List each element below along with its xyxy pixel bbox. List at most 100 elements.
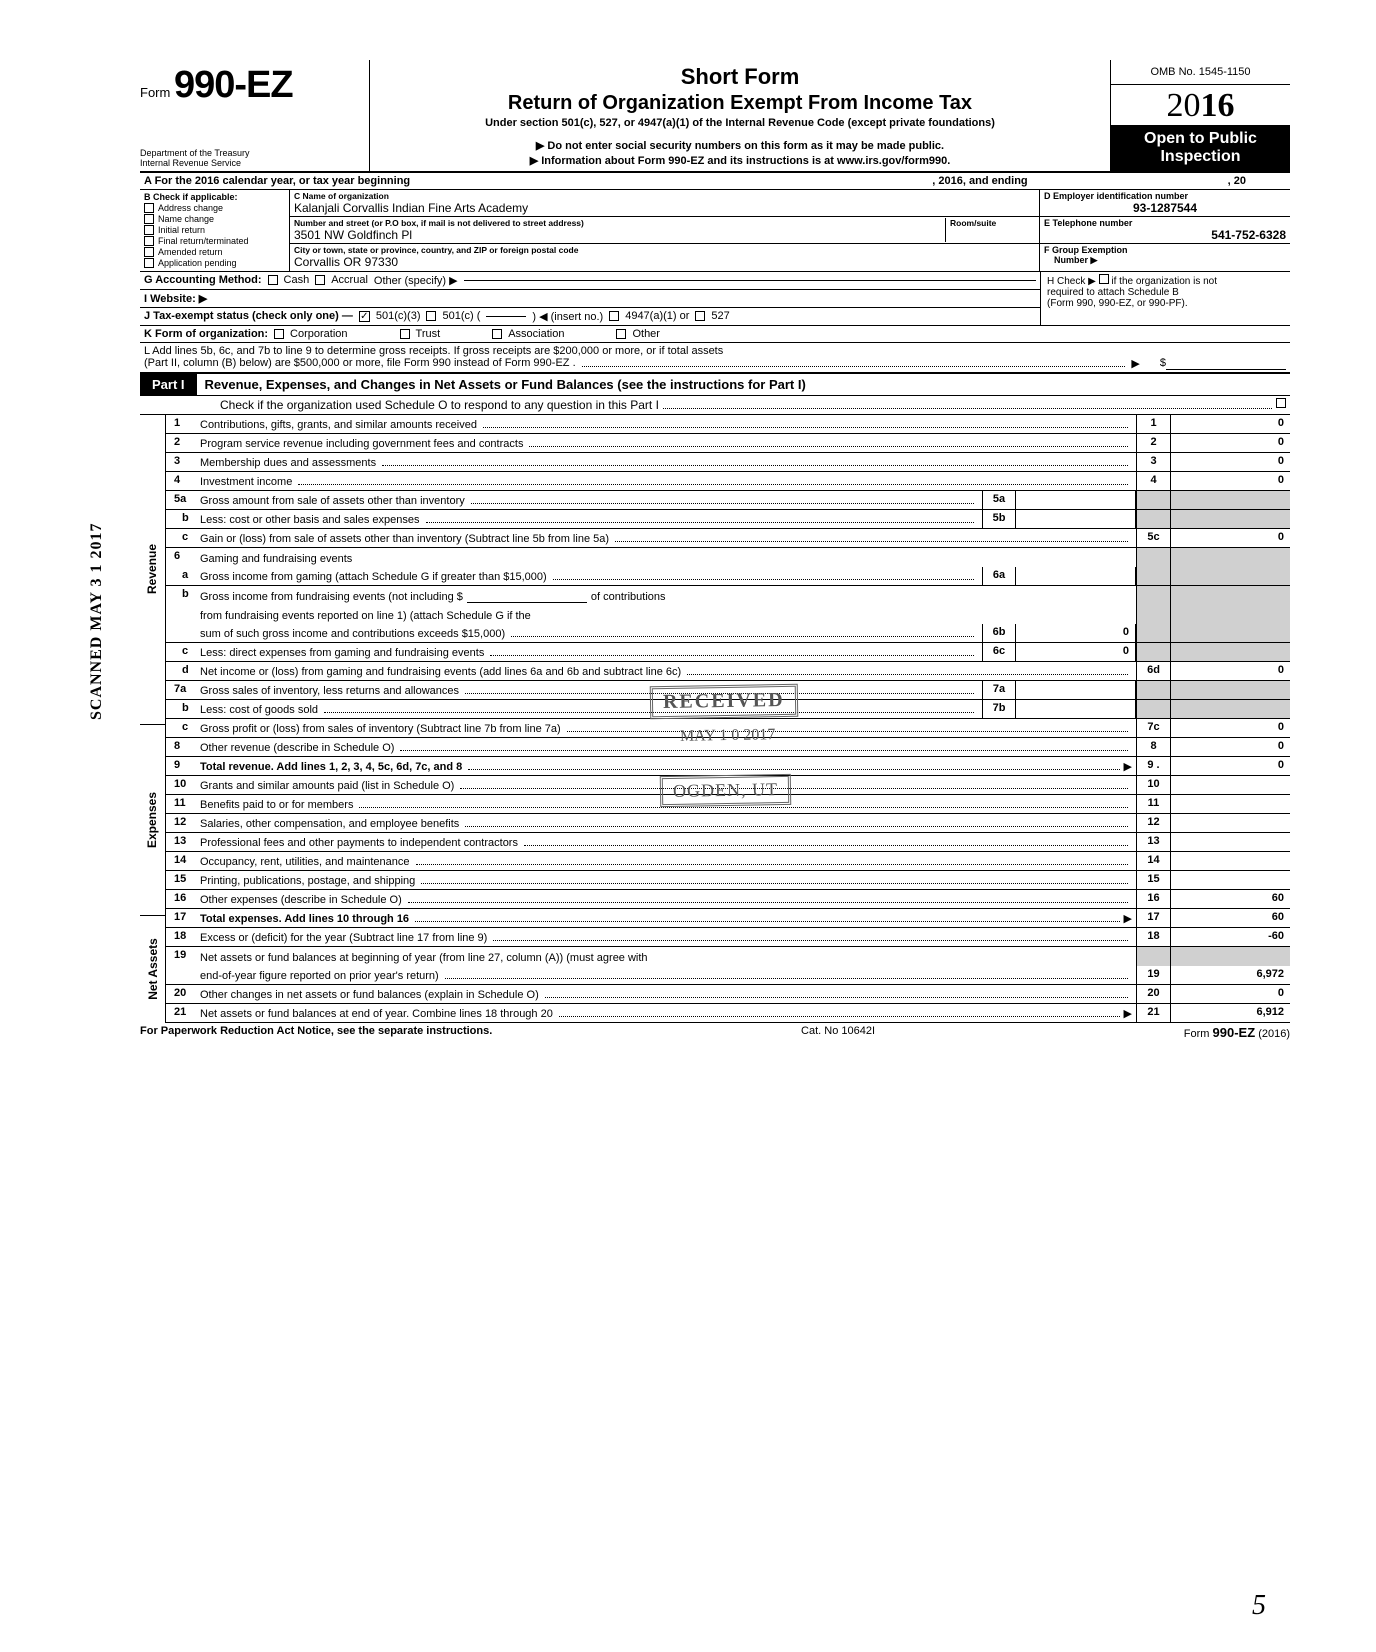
col-b: B Check if applicable: Address change Na… [140, 190, 290, 271]
grid-bcdef: B Check if applicable: Address change Na… [140, 190, 1290, 272]
e-label: E Telephone number [1044, 218, 1286, 228]
chk-association[interactable] [492, 329, 502, 339]
line-7a: 7aGross sales of inventory, less returns… [166, 681, 1290, 700]
chk-501c3[interactable]: ✓ [359, 311, 370, 322]
page-number: 5 [1252, 1590, 1266, 1622]
chk-schedule-o[interactable] [1276, 398, 1286, 408]
line-6: 6Gaming and fundraising events [166, 548, 1290, 567]
telephone: 541-752-6328 [1044, 228, 1286, 242]
l-line1: L Add lines 5b, 6c, and 7b to line 9 to … [144, 345, 1286, 357]
scanned-stamp: SCANNED MAY 3 1 2017 [88, 523, 106, 721]
g-text: G Accounting Method: [144, 274, 262, 286]
col-c: C Name of organization Kalanjali Corvall… [290, 190, 1040, 271]
side-net-assets: Net Assets [146, 939, 160, 1001]
line-2: 2Program service revenue including gover… [166, 434, 1290, 453]
line-4: 4Investment income40 [166, 472, 1290, 491]
side-expenses: Expenses [146, 792, 160, 848]
row-l: L Add lines 5b, 6c, and 7b to line 9 to … [140, 343, 1290, 373]
b-header: B Check if applicable: [144, 192, 285, 202]
part1-header: Part I Revenue, Expenses, and Changes in… [140, 373, 1290, 396]
part1-sub: Check if the organization used Schedule … [140, 396, 1290, 415]
chk-cash[interactable] [268, 275, 278, 285]
chk-initial-return[interactable]: Initial return [144, 225, 285, 235]
col-def: D Employer identification number 93-1287… [1040, 190, 1290, 271]
line-16: 16Other expenses (describe in Schedule O… [166, 890, 1290, 909]
line-21: 21Net assets or fund balances at end of … [166, 1004, 1290, 1023]
row-g: G Accounting Method: Cash Accrual Other … [140, 272, 1040, 290]
title-short-form: Short Form [378, 64, 1102, 90]
chk-501c[interactable] [426, 311, 436, 321]
part1-title: Revenue, Expenses, and Changes in Net As… [197, 377, 806, 392]
year-bold: 16 [1201, 87, 1235, 124]
footer-left: For Paperwork Reduction Act Notice, see … [140, 1025, 492, 1040]
city-label: City or town, state or province, country… [294, 245, 1035, 255]
form-990ez: Form 990-EZ Department of the Treasury I… [140, 60, 1290, 1040]
i-text: I Website: ▶ [144, 292, 207, 305]
part1-table: Revenue Expenses Net Assets 1Contributio… [140, 415, 1290, 1023]
line-11: 11Benefits paid to or for members11 [166, 795, 1290, 814]
chk-application-pending[interactable]: Application pending [144, 258, 285, 268]
line-6b-3: sum of such gross income and contributio… [166, 624, 1290, 643]
line-19-1: 19Net assets or fund balances at beginni… [166, 947, 1290, 966]
line-12: 12Salaries, other compensation, and empl… [166, 814, 1290, 833]
chk-4947[interactable] [609, 311, 619, 321]
chk-accrual[interactable] [315, 275, 325, 285]
ein: 93-1287544 [1044, 201, 1286, 215]
j-text: J Tax-exempt status (check only one) — [144, 310, 353, 322]
h-text1: H Check ▶ [1047, 276, 1096, 287]
line-19-2: end-of-year figure reported on prior yea… [166, 966, 1290, 985]
chk-address-change[interactable]: Address change [144, 203, 285, 213]
line-6d: dNet income or (loss) from gaming and fu… [166, 662, 1290, 681]
chk-527[interactable] [695, 311, 705, 321]
line-9: 9Total revenue. Add lines 1, 2, 3, 4, 5c… [166, 757, 1290, 776]
footer-mid: Cat. No 10642I [801, 1025, 875, 1040]
d-label: D Employer identification number [1044, 191, 1286, 201]
header-mid: Short Form Return of Organization Exempt… [370, 60, 1110, 171]
g-other: Other (specify) ▶ [374, 274, 458, 287]
dept-line2: Internal Revenue Service [140, 159, 363, 169]
side-revenue: Revenue [146, 544, 160, 594]
line-6a: aGross income from gaming (attach Schedu… [166, 567, 1290, 586]
form-header: Form 990-EZ Department of the Treasury I… [140, 60, 1290, 173]
l-arrow: ▶ [1131, 357, 1139, 370]
footer-right: Form 990-EZ (2016) [1184, 1025, 1290, 1040]
part1-sub-text: Check if the organization used Schedule … [220, 398, 659, 412]
line-14: 14Occupancy, rent, utilities, and mainte… [166, 852, 1290, 871]
f-label2: Number ▶ [1044, 255, 1286, 266]
chk-schedule-b[interactable] [1099, 274, 1109, 284]
row-a-right: , 20 [1228, 175, 1246, 187]
line-6c: cLess: direct expenses from gaming and f… [166, 643, 1290, 662]
h-text4: (Form 990, 990-EZ, or 990-PF). [1047, 298, 1188, 309]
chk-trust[interactable] [400, 329, 410, 339]
chk-final-return[interactable]: Final return/terminated [144, 236, 285, 246]
f-label: F Group Exemption [1044, 245, 1286, 255]
form-number-big: 990-EZ [174, 64, 293, 106]
dept-block: Department of the Treasury Internal Reve… [140, 149, 363, 169]
row-a: A For the 2016 calendar year, or tax yea… [140, 173, 1290, 190]
line-20: 20Other changes in net assets or fund ba… [166, 985, 1290, 1004]
title-under: Under section 501(c), 527, or 4947(a)(1)… [378, 117, 1102, 129]
title-info: ▶ Information about Form 990-EZ and its … [378, 154, 1102, 167]
row-a-left: A For the 2016 calendar year, or tax yea… [144, 175, 410, 187]
chk-amended-return[interactable]: Amended return [144, 247, 285, 257]
col-h: H Check ▶ if the organization is not req… [1040, 272, 1290, 325]
chk-other[interactable] [616, 329, 626, 339]
sidebar: Revenue Expenses Net Assets [140, 415, 166, 1023]
year-outline: 20 [1167, 87, 1201, 124]
table-body: 1Contributions, gifts, grants, and simil… [166, 415, 1290, 1023]
h-text2: if the organization is not [1111, 276, 1217, 287]
form-prefix: Form [140, 85, 170, 100]
title-ssn: ▶ Do not enter social security numbers o… [378, 139, 1102, 152]
chk-corporation[interactable] [274, 329, 284, 339]
line-13: 13Professional fees and other payments t… [166, 833, 1290, 852]
chk-name-change[interactable]: Name change [144, 214, 285, 224]
row-k: K Form of organization: Corporation Trus… [140, 326, 1290, 343]
org-street: 3501 NW Goldfinch Pl [294, 228, 945, 242]
title-return: Return of Organization Exempt From Incom… [378, 92, 1102, 115]
line-8: 8Other revenue (describe in Schedule O)8… [166, 738, 1290, 757]
l-line2: (Part II, column (B) below) are $500,000… [144, 357, 576, 370]
line-5b: bLess: cost or other basis and sales exp… [166, 510, 1290, 529]
line-3: 3Membership dues and assessments30 [166, 453, 1290, 472]
form-number: Form 990-EZ [140, 64, 363, 107]
addr-label: Number and street (or P.O box, if mail i… [294, 218, 945, 228]
